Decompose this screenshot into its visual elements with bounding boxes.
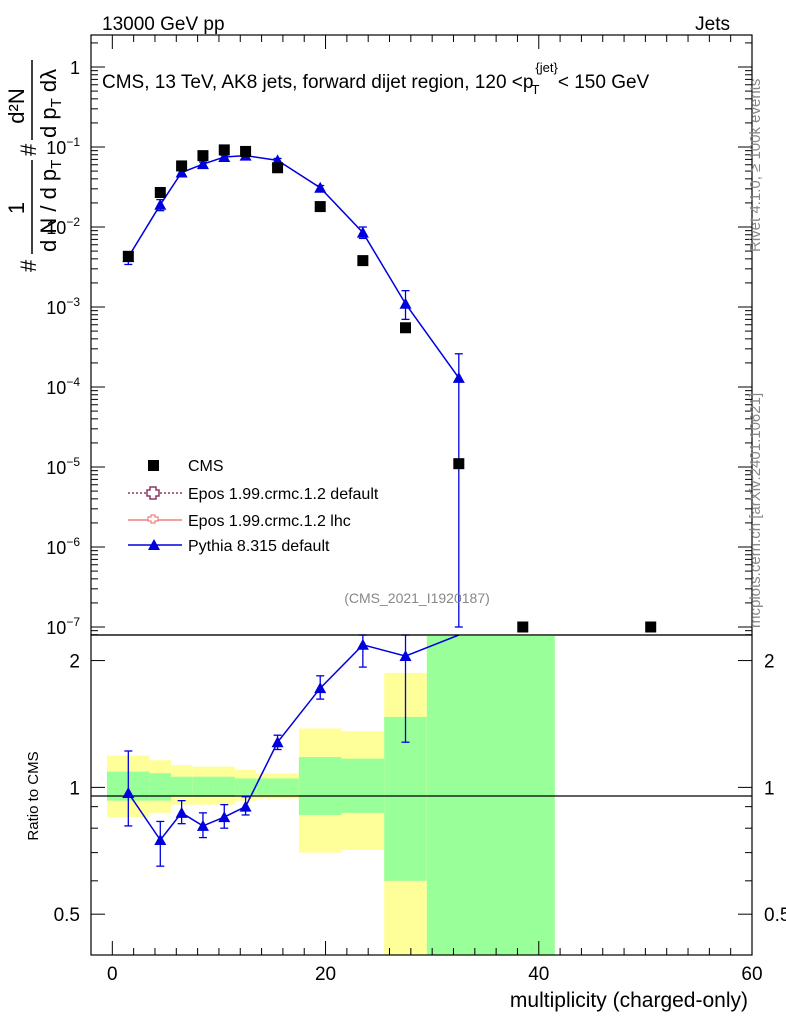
cms-point (453, 458, 465, 470)
y-label-frac1-den: d N / d pT (36, 160, 65, 252)
y-tick-label: 10−3 (46, 295, 80, 318)
main-title: CMS, 13 TeV, AK8 jets, forward dijet reg… (102, 60, 650, 97)
legend-label-epos-lhc: Epos 1.99.crmc.1.2 lhc (188, 513, 351, 530)
legend: CMS Epos 1.99.crmc.1.2 default Epos 1.99… (128, 458, 379, 555)
pythia-point (154, 198, 167, 210)
cms-point (645, 621, 657, 633)
ratio-axis-ticks: 0 20 40 60 0.5 0.5 1 1 2 2 (54, 652, 786, 985)
cms-point (314, 201, 326, 213)
stat-uncertainty-band (213, 776, 235, 797)
legend-label-epos-default: Epos 1.99.crmc.1.2 default (188, 486, 379, 503)
ratio-pythia-point (218, 811, 231, 823)
legend-item-cms: CMS (148, 458, 224, 475)
ratio-pythia-point (399, 650, 412, 662)
cms-point (240, 145, 252, 157)
pythia-line (127, 154, 460, 379)
x-tick-label: 40 (528, 964, 549, 985)
legend-label-cms: CMS (188, 458, 224, 475)
ratio-pythia-point (271, 736, 284, 748)
ratio-y-tick-label-right: 1 (764, 778, 775, 799)
y-tick-label: 1 (70, 58, 80, 78)
ratio-pythia-point (154, 834, 167, 846)
cms-point (517, 621, 529, 633)
ratio-y-tick-label: 2 (69, 652, 80, 673)
mcplots-url-text: mcplots.cern.ch [arXiv:2401.10621] (747, 393, 764, 628)
legend-marker-triangle (148, 539, 160, 550)
x-tick-label: 60 (741, 964, 762, 985)
y-tick-label: 10−7 (46, 615, 80, 638)
y-label-frac1-num: 1 (4, 202, 29, 214)
y-label-frac2-num: d²N (4, 88, 29, 123)
pythia-point (196, 158, 209, 170)
y-label-frac2-den: d pT dλ (36, 69, 65, 138)
pythia-point (356, 226, 369, 238)
x-tick-label: 20 (315, 964, 336, 985)
cms-point (176, 160, 188, 172)
legend-item-epos-default: Epos 1.99.crmc.1.2 default (128, 486, 379, 503)
legend-marker-open-cross (146, 486, 160, 500)
ratio-pythia-point (196, 819, 209, 831)
y-label-prefix: # (16, 259, 41, 272)
stat-uncertainty-band (426, 635, 555, 955)
pythia-point (399, 297, 412, 309)
cms-point (122, 250, 134, 262)
header-right: Jets (695, 14, 730, 35)
legend-marker-open-cross-lhc (147, 514, 159, 524)
stat-uncertainty-band (170, 776, 193, 797)
rivet-version-text: Rivet 4.1.0, ≥ 100k events (747, 79, 764, 252)
ratio-pythia-point (239, 800, 252, 812)
cms-series (122, 144, 657, 633)
ratio-uncertainty-bands (106, 635, 555, 955)
pythia-series (122, 149, 465, 628)
stat-uncertainty-band (234, 778, 257, 795)
ratio-y-tick-label-right: 0.5 (764, 905, 786, 926)
ratio-pythia-point (175, 806, 188, 818)
ratio-y-axis-label: Ratio to CMS (25, 751, 42, 840)
y-tick-label: 10−4 (46, 375, 80, 398)
stat-uncertainty-band (384, 716, 427, 881)
y-tick-label: 10−2 (46, 215, 80, 238)
ratio-plot-frame (90, 634, 753, 956)
header-left: 13000 GeV pp (102, 14, 225, 35)
ratio-y-tick-label-right: 2 (764, 652, 775, 673)
stat-uncertainty-band (298, 757, 342, 815)
stat-uncertainty-band (256, 778, 299, 795)
cms-point (197, 150, 209, 162)
stat-uncertainty-band (192, 776, 214, 797)
pythia-point (218, 150, 231, 162)
ratio-pythia-point (356, 638, 369, 650)
pythia-point (452, 371, 465, 383)
main-y-ticks: 1 10−1 10−2 10−3 10−4 10−5 10−6 10−7 (46, 35, 753, 638)
ratio-y-tick-label: 0.5 (54, 905, 80, 926)
ratio-y-tick-label: 1 (69, 778, 80, 799)
legend-label-pythia: Pythia 8.315 default (188, 538, 330, 555)
y-tick-label: 10−5 (46, 455, 80, 478)
x-axis-label: multiplicity (charged-only) (510, 989, 748, 1012)
stat-uncertainty-band (149, 773, 171, 801)
analysis-watermark: (CMS_2021_I1920187) (344, 590, 490, 606)
stat-uncertainty-band (341, 758, 385, 813)
y-label-mid: # (16, 143, 41, 156)
ratio-pythia-point (122, 786, 135, 798)
y-tick-label: 10−6 (46, 535, 80, 558)
ratio-pythia-point (314, 682, 327, 694)
pythia-point (175, 166, 188, 178)
cms-point (272, 162, 284, 174)
pythia-point (314, 181, 327, 193)
legend-item-epos-lhc: Epos 1.99.crmc.1.2 lhc (128, 513, 351, 530)
legend-marker-square (148, 460, 159, 471)
legend-item-pythia: Pythia 8.315 default (128, 538, 330, 555)
main-y-axis-label: # 1 d N / d pT # d²N d pT dλ (4, 60, 65, 272)
y-tick-label: 10−1 (46, 135, 80, 158)
cms-point (218, 144, 230, 156)
cms-point (154, 186, 166, 198)
cms-point (357, 255, 369, 267)
x-tick-label: 0 (107, 964, 118, 985)
cms-point (400, 322, 412, 334)
